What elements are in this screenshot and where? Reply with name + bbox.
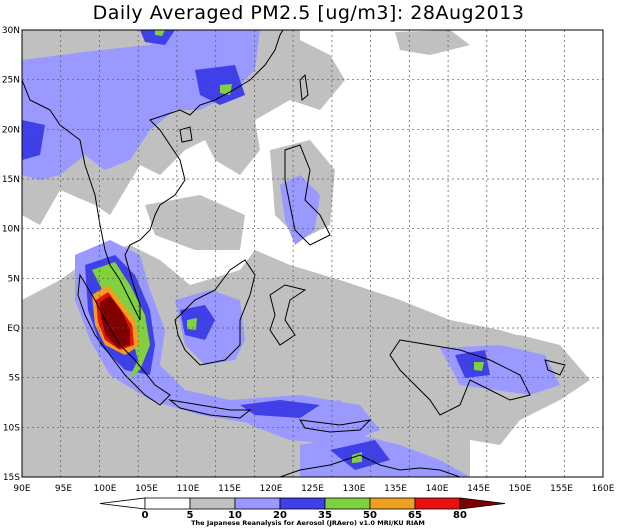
map-panel: [22, 30, 603, 477]
lon-label-110E: 110E: [177, 484, 200, 494]
color-legend: 0 5 10 20 35 50 65 80: [99, 497, 506, 521]
coast-taiwan: [299, 73, 309, 101]
coast-mainland: [22, 30, 284, 321]
coast-borneo: [174, 259, 256, 366]
lon-label-140E: 140E: [426, 484, 449, 494]
legend-level-35: 35: [318, 510, 332, 521]
legend-swatch-1: [144, 497, 191, 510]
lon-label-90E: 90E: [13, 484, 30, 494]
pm25-lightblue-region-north: [22, 30, 260, 180]
lon-label-145E: 145E: [467, 484, 490, 494]
lon-label-155E: 155E: [550, 484, 573, 494]
map-title: Daily Averaged PM2.5 [ug/m3]: 28Aug2013: [92, 2, 525, 24]
credit-text: The Japanese Reanalysis for Aerosol (JRA…: [191, 519, 425, 527]
lon-label-100E: 100E: [94, 484, 117, 494]
legend-level-20: 20: [273, 510, 287, 521]
pm25-blue-region-java: [240, 400, 320, 418]
pm25-darkred-region: [100, 296, 130, 348]
legend-swatch-8: [459, 497, 506, 510]
coast-australia: [279, 454, 461, 477]
lat-label-25N: 25N: [2, 76, 20, 86]
legend-swatch-6: [369, 497, 416, 510]
pm25-gray-region-ne: [395, 30, 470, 55]
coast-sulawesi: [269, 284, 307, 346]
coast-hainan: [179, 126, 193, 143]
coast-timor: [299, 419, 372, 433]
pm25-field: [22, 30, 590, 477]
coast-java: [168, 399, 252, 419]
pm25-lightblue-region-ph: [280, 175, 320, 245]
legend-level-50: 50: [363, 510, 377, 521]
longitude-labels: 90E 95E 100E 105E 110E 115E 120E 125E 130E 135E 14…: [13, 484, 614, 494]
lon-label-160E: 160E: [592, 484, 615, 494]
lat-label-10N: 10N: [2, 225, 20, 235]
lat-label-5S: 5S: [9, 374, 21, 384]
pm25-blue-region-borneo: [180, 305, 215, 340]
lat-label-15S: 15S: [3, 473, 20, 483]
pm25-green-region-png: [474, 362, 484, 371]
lat-label-30N: 30N: [2, 26, 20, 36]
lon-label-105E: 105E: [135, 484, 158, 494]
coast-nbritain: [544, 359, 566, 376]
coastlines: [22, 30, 566, 477]
pm25-green-region-borneo: [187, 318, 197, 330]
pm25-gray-region-mid: [145, 195, 245, 250]
legend-level-5: 5: [187, 510, 194, 521]
lon-label-120E: 120E: [260, 484, 283, 494]
lon-label-95E: 95E: [55, 484, 72, 494]
legend-swatch-4: [279, 497, 326, 510]
lat-label-EQ: EQ: [7, 324, 20, 334]
legend-level-10: 10: [228, 510, 242, 521]
pm25-blue-region-nw: [22, 120, 45, 160]
lat-label-5N: 5N: [8, 274, 20, 284]
legend-level-80: 80: [453, 510, 467, 521]
legend-swatch-0: [99, 497, 146, 510]
graticule: [22, 30, 603, 477]
lon-label-150E: 150E: [509, 484, 532, 494]
map-frame: [21, 29, 604, 478]
lon-label-125E: 125E: [301, 484, 324, 494]
lat-label-10S: 10S: [3, 423, 20, 433]
legend-swatch-3: [234, 497, 281, 510]
pm25-green-region-top: [155, 30, 165, 36]
pm25-green-region-north: [220, 84, 232, 95]
coast-philippines: [284, 144, 331, 246]
legend-level-65: 65: [408, 510, 422, 521]
pm25-gray-region-south: [22, 245, 570, 477]
legend-swatch-5: [324, 497, 371, 510]
lat-label-20N: 20N: [2, 125, 20, 135]
pm25-lightblue-region-sumatra: [75, 240, 350, 430]
latitude-labels: 30N 25N 20N 15N 10N 5N EQ 5S 10S 15S: [2, 26, 20, 483]
legend-level-0: 0: [142, 510, 149, 521]
lon-label-135E: 135E: [384, 484, 407, 494]
legend-swatch-2: [189, 497, 236, 510]
legend-swatch-7: [414, 497, 461, 510]
coast-sumatra: [77, 273, 171, 406]
lon-label-115E: 115E: [218, 484, 241, 494]
lat-label-15N: 15N: [2, 175, 20, 185]
pm25-blue-region-top: [140, 30, 175, 45]
lon-label-130E: 130E: [343, 484, 366, 494]
